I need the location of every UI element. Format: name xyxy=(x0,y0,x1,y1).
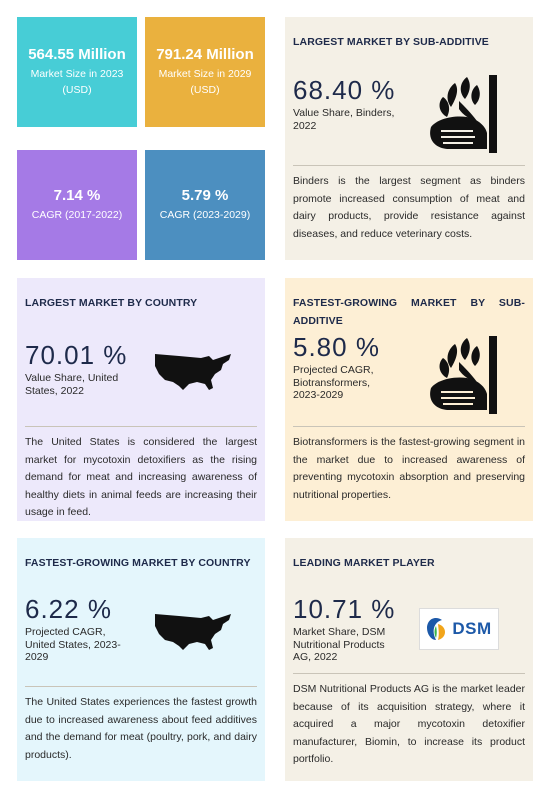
stat-box-market-size-2023: 564.55 Million Market Size in 2023 (USD) xyxy=(17,17,137,127)
card-largest-country: LARGEST MARKET BY COUNTRY 70.01 % Value … xyxy=(17,278,265,521)
stat-value: 791.24 Million xyxy=(156,46,254,63)
card-subtext-line: AG, 2022 xyxy=(293,651,338,663)
stat-value: 564.55 Million xyxy=(28,46,126,63)
card-percentage: 70.01 % xyxy=(25,340,128,370)
company-logo-text: DSM xyxy=(452,619,492,638)
stat-value: 5.79 % xyxy=(181,187,229,204)
card-description: The United States is considered the larg… xyxy=(25,426,257,522)
dsm-logo-icon xyxy=(427,618,446,640)
stat-label: CAGR (2023-2029) xyxy=(159,209,251,221)
card-heading: FASTEST-GROWING MARKET BY COUNTRY xyxy=(25,557,251,569)
card-heading: FASTEST-GROWING MARKET BY SUB- ADDITIVE xyxy=(293,294,525,330)
stat-box-market-size-2029: 791.24 Million Market Size in 2029 (USD) xyxy=(145,17,265,127)
stat-box-cagr-2017-2022: 7.14 % CAGR (2017-2022) xyxy=(17,150,137,260)
card-subtext-line: Market Share, DSM xyxy=(293,626,386,638)
usa-map-icon xyxy=(155,614,231,650)
company-logo: DSM xyxy=(419,608,499,650)
card-subtext-line: States, 2022 xyxy=(25,384,84,397)
card-subtext-line: 2029 xyxy=(25,651,49,663)
card-fastest-sub-additive: FASTEST-GROWING MARKET BY SUB- ADDITIVE … xyxy=(285,278,533,521)
stat-label: CAGR (2017-2022) xyxy=(31,209,123,221)
card-subtext-line: Projected CAGR, xyxy=(25,626,106,638)
card-subtext-line: 2022 xyxy=(293,119,317,132)
card-percentage: 68.40 % xyxy=(293,75,396,105)
stat-label: Market Size in 2029 xyxy=(158,68,252,80)
stat-value: 7.14 % xyxy=(53,187,101,204)
card-subtext-line: Value Share, United xyxy=(25,372,119,384)
card-description: Binders is the largest segment as binder… xyxy=(293,165,525,243)
card-leading-player: LEADING MARKET PLAYER 10.71 % Market Sha… xyxy=(285,538,533,781)
card-percentage: 5.80 % xyxy=(293,332,380,362)
card-subtext-line: 2023-2029 xyxy=(293,389,344,401)
hand-with-plant-icon xyxy=(430,75,497,153)
card-heading: LARGEST MARKET BY COUNTRY xyxy=(25,297,198,309)
card-subtext-line: United States, 2023- xyxy=(25,638,121,651)
card-description: The United States experiences the fastes… xyxy=(25,686,257,764)
card-fastest-country: FASTEST-GROWING MARKET BY COUNTRY 6.22 %… xyxy=(17,538,265,781)
card-subtext-line: Nutritional Products xyxy=(293,638,385,651)
stat-unit: (USD) xyxy=(62,84,92,96)
usa-map-icon xyxy=(155,354,231,390)
card-heading: LEADING MARKET PLAYER xyxy=(293,557,435,569)
card-heading: LARGEST MARKET BY SUB-ADDITIVE xyxy=(293,36,489,48)
card-heading-line: FASTEST-GROWING MARKET BY SUB- xyxy=(293,297,525,309)
card-subtext-line: Projected CAGR, xyxy=(293,364,374,376)
card-heading-line: ADDITIVE xyxy=(293,315,343,327)
card-description: DSM Nutritional Products AG is the marke… xyxy=(293,673,525,769)
card-percentage: 10.71 % xyxy=(293,594,396,624)
stat-label: Market Size in 2023 xyxy=(30,68,124,80)
card-subtext-line: Value Share, Binders, xyxy=(293,107,395,119)
hand-with-plant-icon xyxy=(430,336,497,414)
stat-unit: (USD) xyxy=(190,84,220,96)
card-description: Biotransformers is the fastest-growing s… xyxy=(293,426,525,504)
card-largest-sub-additive: LARGEST MARKET BY SUB-ADDITIVE 68.40 % V… xyxy=(285,17,533,260)
card-subtext-line: Biotransformers, xyxy=(293,376,371,389)
stat-box-cagr-2023-2029: 5.79 % CAGR (2023-2029) xyxy=(145,150,265,260)
card-percentage: 6.22 % xyxy=(25,594,112,624)
